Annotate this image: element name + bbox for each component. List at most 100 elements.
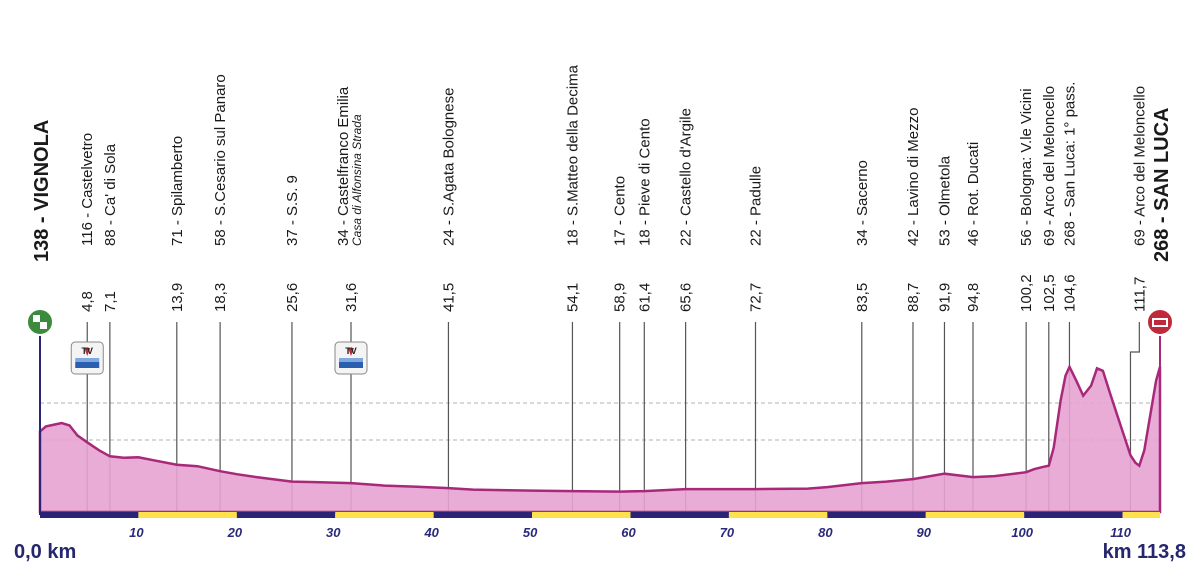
axis-segment: [925, 512, 1025, 518]
tick-label: 70: [720, 525, 735, 540]
waypoint-name: 42 - Lavino di Mezzo: [905, 108, 922, 246]
start-label: 138 - VIGNOLA: [31, 120, 53, 262]
waypoint-name: 18 - Pieve di Cento: [636, 118, 653, 246]
start-flag-icon: [26, 308, 54, 515]
waypoint-name: 88 - Ca' di Sola: [102, 143, 119, 246]
tick-label: 20: [227, 525, 243, 540]
waypoint-name: 22 - Padulle: [748, 166, 765, 246]
waypoint: 65,6 22 - Castello d'Argile: [678, 108, 695, 312]
waypoint: 111,7 69 - Arco del Meloncello: [1131, 86, 1148, 312]
waypoint: 72,7 22 - Padulle: [748, 166, 765, 312]
tick-label: 80: [818, 525, 833, 540]
waypoint-km: 102,5: [1041, 274, 1058, 312]
waypoint: 58,9 17 - Cento: [612, 176, 629, 312]
tick-label: 90: [917, 525, 932, 540]
waypoint-km: 13,9: [169, 283, 186, 312]
tick-label: 100: [1011, 525, 1033, 540]
grid-lines: [40, 402, 1160, 441]
waypoint-subtitle: Casa di Alfonsina Strada: [350, 114, 364, 246]
waypoint-km: 18,3: [212, 283, 229, 312]
route-icons: TV TV: [26, 308, 1174, 515]
waypoint-km: 7,1: [102, 291, 119, 312]
finish-km-label: km 113,8: [1102, 541, 1186, 563]
axis-segment: [630, 512, 729, 518]
waypoint-km: 100,2: [1018, 274, 1035, 312]
axis-segment: [138, 512, 237, 518]
waypoint-km: 41,5: [440, 283, 457, 312]
waypoint-km: 83,5: [854, 283, 871, 312]
waypoint-name: 69 - Arco del Meloncello: [1041, 86, 1058, 246]
waypoint-name: 53 - Olmetola: [936, 155, 953, 246]
waypoint: 25,6 37 - S.S. 9: [284, 175, 301, 312]
axis-segment: [236, 512, 336, 518]
finish-label: 268 - SAN LUCA: [1151, 108, 1173, 263]
waypoint-km: 111,7: [1131, 277, 1148, 312]
tick-label: 40: [423, 525, 439, 540]
axis-segment: [728, 512, 828, 518]
axis-segment: [433, 512, 533, 518]
tick-label: 110: [1110, 525, 1131, 540]
waypoint: 88,7 42 - Lavino di Mezzo: [905, 108, 922, 312]
waypoint-name: 34 - Castelfranco Emilia: [335, 86, 352, 246]
sprint-icon-text: TV: [345, 346, 357, 356]
axis-segment: [40, 512, 139, 518]
intermediate-sprint-icon: TV: [334, 341, 368, 375]
distance-axis-bar: [40, 512, 1160, 518]
waypoint-name: 69 - Arco del Meloncello: [1131, 86, 1148, 246]
axis-segment: [827, 512, 926, 518]
waypoint-name: 116 - Castelvetro: [79, 133, 96, 246]
waypoint-km: 25,6: [284, 283, 301, 312]
waypoint-km: 61,4: [636, 283, 653, 312]
waypoint: 100,2 56 - Bologna: V.le Vicini: [1018, 88, 1035, 312]
waypoint-km: 91,9: [936, 283, 953, 312]
waypoint-name: 46 - Rot. Ducati: [965, 142, 982, 246]
waypoint-km: 104,6: [1061, 274, 1078, 312]
tick-label: 50: [523, 525, 538, 540]
waypoint-labels: 4,8 116 - Castelvetro 7,1 88 - Ca' di Sola 1…: [79, 64, 1148, 312]
tick-label: 10: [129, 525, 144, 540]
waypoint-pole: [1129, 322, 1140, 515]
axis-segment: [1122, 512, 1160, 518]
distance-tick-labels: 10 20 30 40 50 60 70 80 90 100 110: [129, 525, 1132, 540]
waypoint-name: 58 - S.Cesario sul Panaro: [212, 74, 229, 246]
waypoint: 41,5 24 - S.Agata Bolognese: [440, 88, 457, 312]
waypoint-km: 88,7: [905, 283, 922, 312]
waypoint-km: 72,7: [748, 283, 765, 312]
start-km-label: 0,0 km: [14, 541, 77, 563]
finish-icon: [1146, 308, 1174, 370]
waypoint-name: 268 - San Luca: 1° pass.: [1061, 82, 1078, 246]
axis-segment: [335, 512, 434, 518]
waypoint-km: 65,6: [678, 283, 695, 312]
waypoint-name: 17 - Cento: [612, 176, 629, 246]
axis-segment: [532, 512, 631, 518]
waypoint-name: 34 - Sacerno: [854, 160, 871, 246]
elevation-profile-area: [38, 363, 1162, 514]
waypoint-name: 22 - Castello d'Argile: [678, 108, 695, 246]
waypoint-name: 24 - S.Agata Bolognese: [440, 88, 457, 246]
waypoint: 61,4 18 - Pieve di Cento: [636, 118, 653, 312]
intermediate-sprint-icon: TV: [70, 341, 104, 375]
waypoint: 4,8 116 - Castelvetro: [79, 133, 96, 312]
waypoint-name: 37 - S.S. 9: [284, 175, 301, 246]
waypoint: 7,1 88 - Ca' di Sola: [102, 143, 119, 312]
waypoint-km: 31,6: [343, 283, 360, 312]
waypoint: 102,5 69 - Arco del Meloncello: [1041, 86, 1058, 312]
waypoint-km: 54,1: [564, 283, 581, 312]
waypoint-km: 58,9: [612, 283, 629, 312]
start-finish-labels: 138 - VIGNOLA 268 - SAN LUCA: [31, 108, 1173, 263]
waypoint: 104,6 268 - San Luca: 1° pass.: [1061, 82, 1078, 312]
waypoint: 94,8 46 - Rot. Ducati: [965, 142, 982, 312]
tick-label: 30: [326, 525, 341, 540]
waypoint-name: 18 - S.Matteo della Decima: [564, 64, 581, 246]
waypoint-name: 71 - Spilamberto: [169, 136, 186, 246]
waypoint-km: 94,8: [965, 283, 982, 312]
tick-label: 60: [621, 525, 636, 540]
waypoint: 54,1 18 - S.Matteo della Decima: [564, 64, 581, 312]
waypoint: 91,9 53 - Olmetola: [936, 155, 953, 312]
axis-segment: [1024, 512, 1123, 518]
waypoint-name: 56 - Bologna: V.le Vicini: [1018, 88, 1035, 246]
waypoint-km: 4,8: [79, 291, 96, 312]
waypoint: 13,9 71 - Spilamberto: [169, 136, 186, 312]
